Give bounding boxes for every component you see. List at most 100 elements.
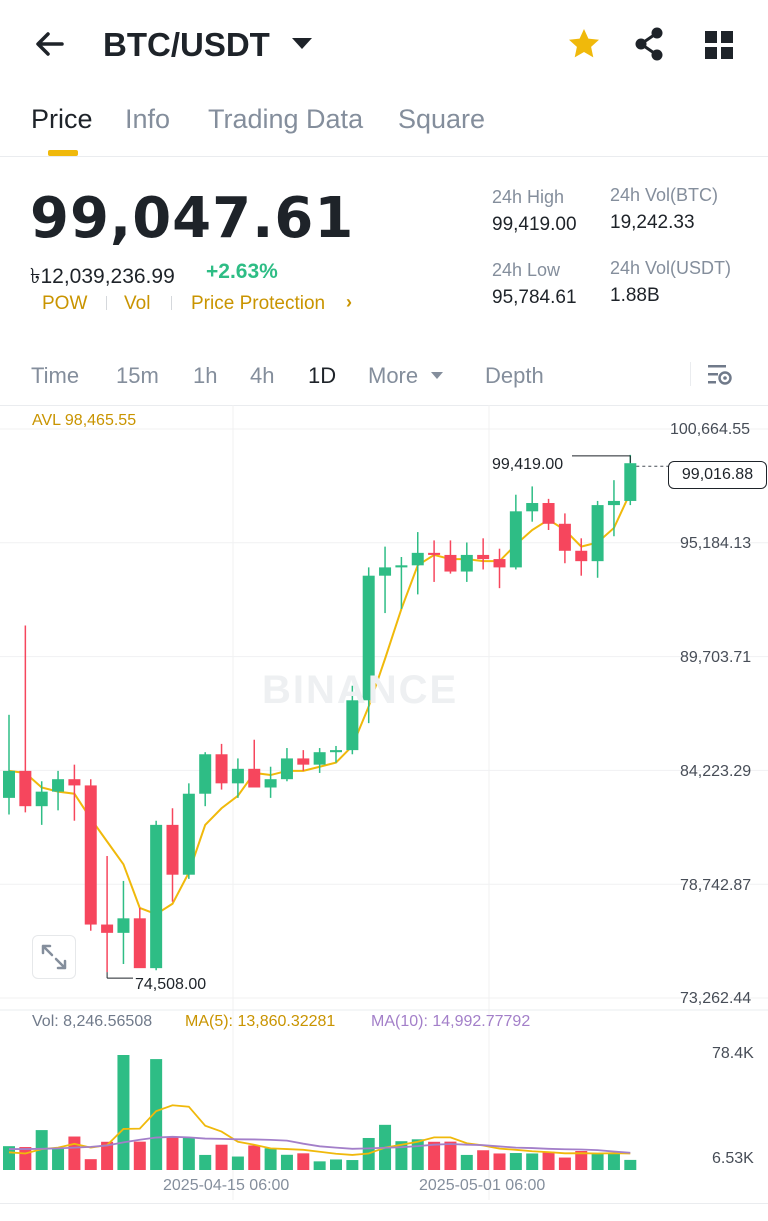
candle-body <box>280 758 293 780</box>
active-tab-indicator <box>48 150 78 156</box>
vol-y-label: 78.4K <box>712 1045 754 1062</box>
volume-bar <box>231 1156 244 1170</box>
stat-vol-usdt-label: 24h Vol(USDT) <box>610 258 732 278</box>
current-price-tag: 99,016.88 <box>668 461 767 489</box>
candle-body <box>526 503 539 512</box>
volume-bar <box>280 1154 293 1170</box>
volume-bar <box>591 1152 604 1170</box>
star-icon[interactable] <box>566 26 602 62</box>
candle-body <box>248 768 261 788</box>
low-marker-label: 74,508.00 <box>135 976 207 993</box>
candlestick-chart[interactable] <box>0 405 768 1203</box>
chart-settings-icon[interactable] <box>706 362 734 388</box>
pair-title[interactable]: BTC/USDT <box>103 26 270 63</box>
y-axis-label: 78,742.87 <box>680 877 752 894</box>
candle-body <box>68 779 81 786</box>
candle-body <box>215 754 228 784</box>
stat-vol-btc-value: 19,242.33 <box>610 212 695 233</box>
candle-body <box>509 511 522 568</box>
tag-pow[interactable]: POW <box>42 293 88 314</box>
last-price: 99,047.61 <box>30 186 355 251</box>
volume-bar <box>330 1159 342 1170</box>
candle-body <box>477 554 490 560</box>
volume-bar <box>199 1154 212 1170</box>
tab-price[interactable]: Price <box>31 104 93 134</box>
candle-body <box>117 918 130 933</box>
volume-bar <box>411 1139 424 1170</box>
tag-vol[interactable]: Vol <box>124 293 151 314</box>
volume-bar <box>313 1161 326 1170</box>
fiat-price: ৳12,039,236.99 <box>30 265 175 288</box>
candle-body <box>607 500 620 506</box>
tab-trading-data[interactable]: Trading Data <box>208 104 364 134</box>
stat-high-value: 99,419.00 <box>492 214 577 235</box>
tabs-divider <box>0 156 768 157</box>
interval-time[interactable]: Time <box>31 363 80 388</box>
candle-body <box>166 824 179 875</box>
volume-bar <box>19 1147 32 1170</box>
grid-icon[interactable] <box>704 30 734 60</box>
volume-bar <box>52 1147 65 1170</box>
y-axis-label: 73,262.44 <box>680 990 752 1007</box>
candle-body <box>542 503 555 524</box>
chevron-right-icon[interactable]: › <box>346 292 352 312</box>
y-axis-label: 95,184.13 <box>680 535 752 552</box>
vol-ma10-line <box>9 1135 631 1154</box>
stat-low-value: 95,784.61 <box>492 287 577 308</box>
share-icon[interactable] <box>632 26 666 62</box>
high-marker-label: 99,419.00 <box>492 456 564 473</box>
volume-bar <box>346 1160 359 1170</box>
price-change-percent: +2.63% <box>206 260 278 283</box>
interval-15m[interactable]: 15m <box>116 363 159 388</box>
interval-depth[interactable]: Depth <box>485 363 544 388</box>
more-caret-icon[interactable] <box>431 372 443 379</box>
volume-bar <box>624 1159 637 1170</box>
vol-ma5-legend: MA(5): 13,860.32281 <box>185 1013 336 1030</box>
candle-body <box>591 505 604 562</box>
tag-price-protection[interactable]: Price Protection <box>191 293 326 314</box>
volume-bar <box>133 1141 146 1170</box>
volume-bar <box>542 1151 555 1170</box>
candle-body <box>133 918 146 969</box>
volume-bar <box>166 1136 179 1170</box>
stat-vol-btc-label: 24h Vol(BTC) <box>610 185 719 205</box>
volume-bar <box>35 1130 48 1170</box>
interval-1h[interactable]: 1h <box>193 363 218 388</box>
candle-body <box>52 779 65 792</box>
volume-bar <box>117 1055 130 1170</box>
candle-body <box>35 791 48 807</box>
watermark-logo: BINANCE <box>262 668 459 712</box>
top-bar: BTC/USDT <box>0 0 768 90</box>
tab-square[interactable]: Square <box>398 104 486 134</box>
tag-separator <box>171 296 172 310</box>
candle-body <box>624 463 637 501</box>
tag-separator <box>106 296 107 310</box>
candle-body <box>346 700 359 751</box>
volume-bar <box>607 1153 620 1170</box>
volume-bar <box>493 1153 506 1170</box>
back-arrow-icon[interactable] <box>30 24 70 64</box>
interval-more[interactable]: More <box>368 363 419 388</box>
candle-body <box>3 770 15 798</box>
candle-body <box>395 565 408 568</box>
volume-bar <box>395 1141 408 1170</box>
candle-body <box>411 552 424 566</box>
candle-body <box>558 523 571 551</box>
vol-ma10-legend: MA(10): 14,992.77792 <box>371 1013 531 1030</box>
interval-1d[interactable]: 1D <box>308 363 337 388</box>
stat-high-label: 24h High <box>492 187 565 207</box>
candle-body <box>460 554 473 572</box>
tab-info[interactable]: Info <box>125 104 171 134</box>
volume-bar <box>428 1141 441 1170</box>
interval-4h[interactable]: 4h <box>250 363 275 388</box>
vol-y-label: 6.53K <box>712 1150 754 1167</box>
volume-bar <box>558 1157 571 1170</box>
candle-body <box>231 768 244 784</box>
fullscreen-expand-icon[interactable] <box>32 935 76 979</box>
chart-top-divider <box>0 405 768 406</box>
volume-bar <box>477 1150 490 1170</box>
y-axis-label: 89,703.71 <box>680 649 752 666</box>
dropdown-caret-icon[interactable] <box>292 38 312 49</box>
volume-bar <box>509 1153 522 1170</box>
candle-body <box>428 552 441 555</box>
